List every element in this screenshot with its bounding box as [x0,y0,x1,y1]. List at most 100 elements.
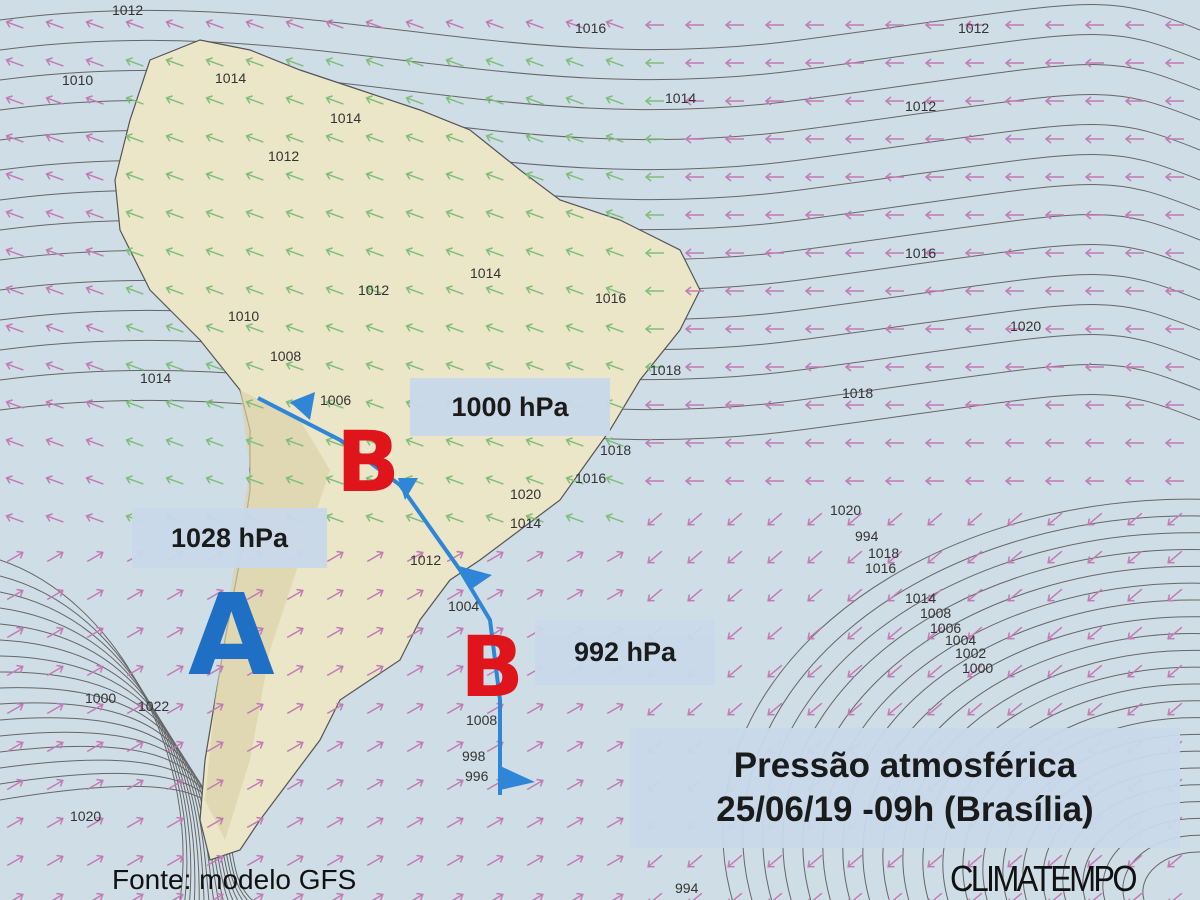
wind-arrow [6,816,24,829]
wind-arrow [1167,664,1183,678]
wind-arrow [205,323,224,333]
wind-arrow [684,172,704,182]
wind-arrow [884,96,904,106]
isobar-label: 1004 [448,598,480,614]
wind-arrow [245,171,264,181]
wind-arrow [1047,702,1063,716]
wind-arrow [606,588,624,601]
wind-arrow [246,816,264,829]
wind-arrow [565,437,584,447]
wind-arrow [445,19,464,29]
wind-arrow [445,475,464,485]
front-triangle [398,478,418,500]
wind-arrow [366,816,384,829]
wind-arrow [1084,134,1104,144]
isobar-label: 1012 [905,98,937,114]
isobar-line [0,394,1200,441]
wind-arrow [1007,626,1023,640]
wind-arrow [286,854,304,867]
wind-arrow [566,702,584,715]
wind-arrow [165,399,184,409]
wind-arrow [1004,324,1024,334]
wind-arrow [767,626,783,640]
wind-arrow [1044,58,1064,68]
wind-arrow [325,95,344,105]
wind-arrow [326,892,344,900]
wind-arrow [85,247,104,257]
wind-arrow [644,96,664,106]
wind-arrow [1164,172,1184,182]
wind-arrow [46,588,64,601]
wind-arrow [126,816,144,829]
wind-arrow [565,171,584,181]
wind-arrow [1167,550,1183,564]
wind-arrow [446,626,464,639]
wind-arrow [767,550,783,564]
wind-arrow [1164,362,1184,372]
wind-arrow [1047,854,1063,868]
wind-arrow [1127,664,1143,678]
wind-arrow [1124,400,1144,410]
wind-arrow [1004,58,1024,68]
wind-arrow [526,892,544,900]
isobar-label: 1014 [905,590,937,606]
andes-shading [205,390,330,840]
wind-arrow [764,20,784,30]
wind-arrow [684,134,704,144]
wind-arrow [606,702,624,715]
wind-arrow [684,58,704,68]
wind-arrow [605,57,624,67]
cold-front [257,392,535,795]
wind-arrow [724,286,744,296]
wind-arrow [85,399,104,409]
wind-arrow [405,247,424,257]
wind-arrow [1047,550,1063,564]
wind-arrow [844,172,864,182]
wind-arrow [206,892,224,900]
wind-arrow [5,247,24,257]
isobar-label: 1012 [268,148,300,164]
wind-arrow [884,324,904,334]
wind-arrow [844,324,864,334]
wind-arrow [206,778,224,791]
wind-arrow [967,702,983,716]
wind-arrow [967,892,983,900]
wind-arrow [485,323,504,333]
wind-arrow [125,247,144,257]
wind-arrow [366,892,384,900]
wind-arrow [126,702,144,715]
wind-arrow [166,588,184,601]
wind-arrow [45,399,64,409]
wind-arrow [445,323,464,333]
wind-arrow [724,96,744,106]
wind-arrow [1124,362,1144,372]
wind-arrow [964,286,984,296]
wind-arrow [326,778,344,791]
wind-arrow [325,361,344,371]
wind-arrow [606,778,624,791]
wind-arrow [245,285,264,295]
wind-arrow [205,171,224,181]
front-triangle [455,565,492,590]
wind-arrow [325,19,344,29]
wind-arrow [764,400,784,410]
wind-arrow [365,19,384,29]
isobar-label: 1014 [665,90,697,106]
wind-arrow [85,19,104,29]
isobar-label: 1004 [945,632,977,648]
wind-arrow [764,58,784,68]
wind-arrow [6,626,24,639]
wind-arrow [366,740,384,753]
wind-arrow [285,361,304,371]
wind-arrow [525,323,544,333]
wind-arrow [245,19,264,29]
wind-arrow [485,247,504,257]
wind-arrow [644,400,664,410]
isobar-line [0,731,234,900]
isobar-label: 1020 [1010,318,1042,334]
wind-arrow [684,20,704,30]
wind-arrow [804,362,824,372]
wind-arrow [125,133,144,143]
wind-arrow [727,550,743,564]
